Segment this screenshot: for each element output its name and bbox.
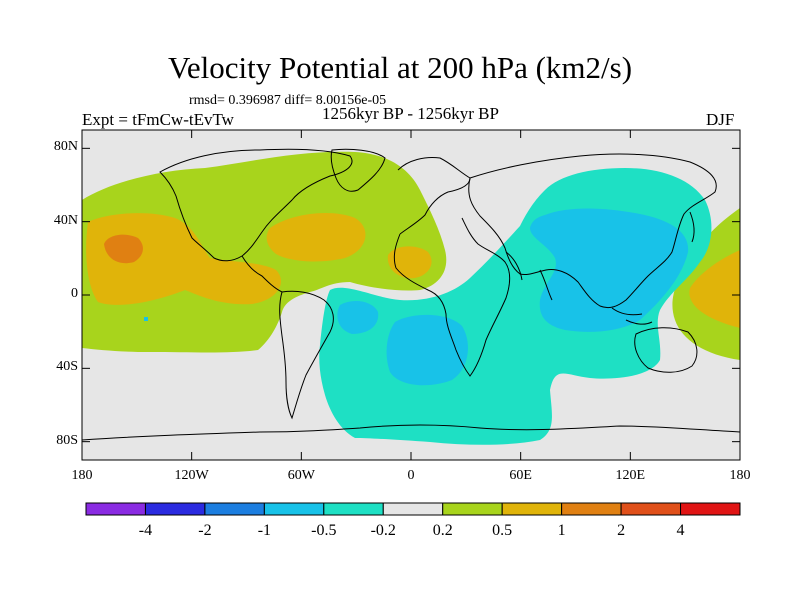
colorbar-label: 1: [557, 522, 566, 539]
colorbar-box: [204, 502, 265, 516]
positive-mid-atlantic: [266, 213, 366, 262]
colorbar-label: -1: [257, 522, 272, 539]
lon-tick-label: 120E: [615, 468, 646, 483]
colorbar-box: [501, 502, 563, 516]
colorbar-label: -0.2: [370, 522, 396, 539]
plot-title: Velocity Potential at 200 hPa (km2/s): [167, 50, 633, 85]
lon-tick-label: 180: [729, 468, 751, 483]
positive-mid-africa: [387, 246, 432, 279]
colorbar-box: [144, 502, 206, 516]
negative-dot: [144, 317, 148, 321]
lat-tick-label: 80S: [56, 432, 78, 448]
lat-tick-label: 40N: [53, 212, 78, 228]
experiment-label: Expt = tFmCw-tEvTw: [82, 110, 234, 129]
colorbar-box: [561, 502, 622, 516]
axis-ticks: [81, 130, 741, 460]
lon-tick-label: 60E: [509, 468, 532, 483]
lon-tick-label: 60W: [287, 468, 315, 483]
coastlines: [82, 148, 740, 441]
colorbar-box: [442, 502, 503, 516]
colorbar-label: 4: [676, 522, 685, 539]
colorbar-box: [620, 502, 682, 516]
colorbar-label: 0.2: [432, 522, 453, 539]
lat-tick-label: 80N: [53, 139, 78, 155]
negative-mid-south-atlantic: [386, 314, 468, 386]
colorbar-label: 2: [617, 522, 626, 539]
colorbar-box: [382, 502, 444, 516]
negative-mid-asia: [530, 208, 689, 332]
colorbar-box: [85, 502, 146, 516]
colorbar-box: [263, 502, 325, 516]
colorbar-box: [323, 502, 384, 516]
colorbar-box: [680, 502, 741, 516]
colorbar: [85, 502, 741, 516]
stats-line: rmsd= 0.396987 diff= 8.00156e-05: [189, 93, 387, 108]
colorbar-label: 0.5: [492, 522, 513, 539]
lon-tick-label: 120W: [174, 468, 209, 483]
negative-mid-brazil: [337, 300, 379, 334]
positive-mid-east: [689, 250, 740, 328]
positive-mid-pacific: [86, 213, 282, 305]
colorbar-label: -0.5: [311, 522, 337, 539]
contour-fields: [82, 148, 740, 445]
positive-strong-pacific: [104, 234, 143, 264]
season-label: DJF: [706, 110, 735, 129]
lat-tick-label: 0: [71, 286, 78, 301]
lon-tick-label: 0: [407, 468, 415, 483]
positive-field-west: [82, 151, 447, 353]
colorbar-label: -2: [198, 522, 212, 539]
period-label: 1256kyr BP - 1256kyr BP: [322, 104, 499, 123]
colorbar-label: -4: [138, 522, 153, 539]
lon-tick-label: 180: [71, 468, 93, 483]
lat-tick-label: 40S: [56, 359, 78, 375]
